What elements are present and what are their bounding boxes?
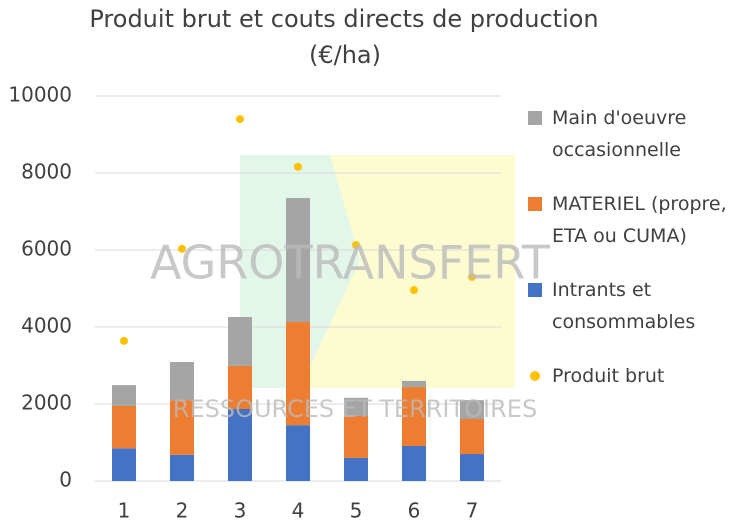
bar-segment xyxy=(170,362,194,401)
x-tick-label: 5 xyxy=(350,499,363,523)
legend-item: Main d'oeuvre occasionnelle xyxy=(528,102,743,166)
legend-label: MATERIEL (propre, ETA ou CUMA) xyxy=(552,193,727,247)
x-tick-label: 6 xyxy=(408,499,421,523)
y-tick-label: 8000 xyxy=(21,160,72,184)
scatter-point xyxy=(352,240,360,249)
y-tick-label: 0 xyxy=(59,468,72,492)
x-tick-label: 4 xyxy=(292,499,305,523)
bar-segment xyxy=(460,419,484,455)
bar-segment xyxy=(402,380,426,388)
bar-segment xyxy=(460,454,484,481)
scatter-point xyxy=(468,272,476,281)
bar-segment xyxy=(228,409,252,481)
bar-segment xyxy=(112,405,136,449)
scatter-point xyxy=(120,336,128,345)
watermark: RESSOURCES ET TERRITOIRES xyxy=(173,395,537,423)
legend-item: Intrants et consommables xyxy=(528,274,743,338)
chart-subtitle: (€/ha) xyxy=(309,41,381,69)
legend-swatch xyxy=(528,283,542,297)
watermark: AGROTRANSFERT xyxy=(150,236,551,290)
bar-segment xyxy=(402,387,426,446)
bar-segment xyxy=(112,448,136,481)
y-tick-label: 6000 xyxy=(21,237,72,261)
legend-swatch xyxy=(528,111,542,125)
legend-swatch xyxy=(528,197,542,211)
bar-segment xyxy=(228,316,252,366)
bar-segment xyxy=(286,321,310,426)
legend-label: Intrants et consommables xyxy=(552,279,696,333)
bar-segment xyxy=(228,365,252,410)
bar-segment xyxy=(170,400,194,455)
bar-segment xyxy=(344,397,368,416)
bar-segment xyxy=(112,385,136,406)
legend-label: Main d'oeuvre occasionnelle xyxy=(552,107,687,161)
bar-segment xyxy=(460,400,484,420)
bar-segment xyxy=(286,198,310,322)
legend-swatch xyxy=(530,371,540,381)
bar-segment xyxy=(170,454,194,481)
y-tick-label: 2000 xyxy=(21,391,72,415)
legend-item: Produit brut xyxy=(528,360,743,392)
bar-segment xyxy=(344,457,368,481)
x-tick-label: 2 xyxy=(176,499,189,523)
y-tick-label: 4000 xyxy=(21,314,72,338)
y-tick-label: 10000 xyxy=(8,83,72,107)
scatter-point xyxy=(294,162,302,171)
scatter-point xyxy=(410,286,418,295)
bar-segment xyxy=(402,445,426,481)
x-tick-label: 7 xyxy=(466,499,479,523)
chart-title: Produit brut et couts directs de product… xyxy=(89,5,598,33)
legend-label: Produit brut xyxy=(552,365,665,387)
bar-segment xyxy=(286,425,310,481)
x-tick-label: 1 xyxy=(118,499,131,523)
bar-segment xyxy=(344,415,368,458)
scatter-point xyxy=(178,244,186,253)
x-tick-label: 3 xyxy=(234,499,247,523)
legend-item: MATERIEL (propre, ETA ou CUMA) xyxy=(528,188,743,252)
scatter-point xyxy=(236,115,244,124)
